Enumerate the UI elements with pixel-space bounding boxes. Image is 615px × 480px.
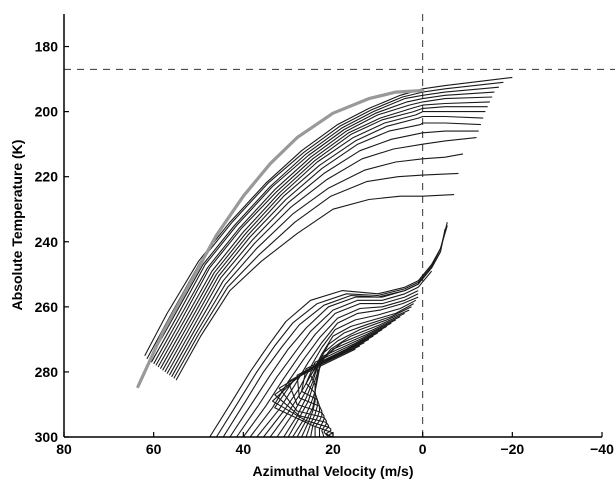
x-tick-label: 20 xyxy=(325,441,341,457)
lower-series-line-22 xyxy=(274,342,365,437)
lower-series-line-14 xyxy=(292,316,401,437)
lower-series-line-9 xyxy=(263,299,417,437)
lower-series-line-18 xyxy=(301,329,383,437)
y-tick-label: 220 xyxy=(35,169,59,185)
upper-series-line-8 xyxy=(159,111,486,369)
y-tick-label: 260 xyxy=(35,299,59,315)
lower-series-line-4 xyxy=(229,251,442,437)
lower-series-line-1 xyxy=(209,222,448,437)
lower-series-line-10 xyxy=(269,303,414,437)
x-tick-label: 0 xyxy=(419,441,427,457)
y-tick-label: 280 xyxy=(35,364,59,380)
x-tick-label: 40 xyxy=(236,441,252,457)
upper-series-line-4 xyxy=(150,91,495,363)
upper-series-line-6 xyxy=(155,101,490,366)
y-tick-label: 180 xyxy=(35,39,59,55)
x-tick-label: 60 xyxy=(146,441,162,457)
x-tick-label: −20 xyxy=(500,441,524,457)
lower-series-line-2 xyxy=(215,225,448,437)
upper-series-line-9 xyxy=(162,115,484,371)
lower-series-line-16 xyxy=(301,322,392,437)
upper-series-line-3 xyxy=(148,86,499,361)
lower-series-group xyxy=(209,222,448,437)
upper-series-group xyxy=(144,76,513,381)
lower-series-line-7 xyxy=(249,293,419,437)
upper-series-line-10 xyxy=(164,122,481,373)
lower-series-line-23 xyxy=(271,345,361,437)
y-tick-label: 240 xyxy=(35,234,59,250)
lower-series-line-24 xyxy=(274,348,356,437)
upper-series-line-1 xyxy=(144,76,513,356)
x-tick-label: 80 xyxy=(56,441,72,457)
lower-series-line-8 xyxy=(256,296,419,437)
y-axis-title: Absolute Temperature (K) xyxy=(9,140,25,311)
reference-lines xyxy=(64,14,615,437)
upper-series-line-13 xyxy=(171,153,464,378)
x-axis-title: Azimuthal Velocity (m/s) xyxy=(252,463,413,479)
y-tick-label: 200 xyxy=(35,104,59,120)
tick-marks xyxy=(63,45,603,438)
upper-series-line-15 xyxy=(175,194,455,381)
lower-series-line-3 xyxy=(222,228,446,437)
upper-series-line-5 xyxy=(153,96,493,365)
upper-series-line-11 xyxy=(166,130,479,374)
upper-series-line-14 xyxy=(173,172,459,379)
lower-series-line-5 xyxy=(236,270,433,437)
x-tick-label: −40 xyxy=(590,441,614,457)
upper-series-line-7 xyxy=(157,106,488,368)
highlight-series-line xyxy=(136,88,425,389)
lower-series-line-6 xyxy=(242,290,419,437)
lower-series-line-11 xyxy=(276,306,412,437)
y-tick-label: 300 xyxy=(35,429,59,445)
upper-series-line-12 xyxy=(168,137,477,376)
highlight-series-group xyxy=(136,88,425,389)
